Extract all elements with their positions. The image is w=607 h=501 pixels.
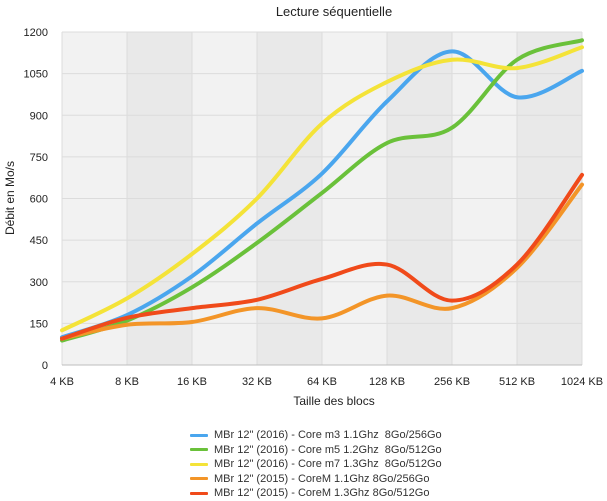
x-tick-label: 256 KB xyxy=(434,376,470,388)
legend-item: MBr 12" (2015) - CoreM 1.1Ghz 8Go/256Go xyxy=(190,472,490,487)
y-axis-label: Débit en Mo/s xyxy=(3,161,17,235)
x-tick-label: 128 KB xyxy=(369,376,405,388)
legend-label: MBr 12" (2015) - CoreM 1.1Ghz 8Go/256Go xyxy=(214,472,430,485)
legend-item: MBr 12" (2016) - Core m3 1.1Ghz 8Go/256G… xyxy=(190,428,490,443)
legend-swatch xyxy=(190,491,208,495)
y-tick-label: 150 xyxy=(30,318,48,330)
series-line-4 xyxy=(60,182,584,341)
x-tick-label: 64 KB xyxy=(307,376,337,388)
y-tick-label: 0 xyxy=(42,360,48,372)
legend-item: MBr 12" (2016) - Core m5 1.2Ghz 8Go/512G… xyxy=(190,443,490,458)
series-line-3 xyxy=(60,45,584,333)
x-tick-label: 512 KB xyxy=(499,376,535,388)
legend-item: MBr 12" (2015) - CoreM 1.3Ghz 8Go/512Go xyxy=(190,486,490,501)
y-tick-label: 600 xyxy=(30,194,48,206)
y-tick-label: 750 xyxy=(30,152,48,164)
legend-label: MBr 12" (2016) - Core m3 1.1Ghz 8Go/256G… xyxy=(214,429,442,442)
legend-label: MBr 12" (2015) - CoreM 1.3Ghz 8Go/512Go xyxy=(214,487,430,500)
legend-label: MBr 12" (2016) - Core m5 1.2Ghz 8Go/512G… xyxy=(214,443,442,456)
x-tick-label: 8 KB xyxy=(115,376,139,388)
series-line-2 xyxy=(60,38,584,343)
legend-label: MBr 12" (2016) - Core m7 1.3Ghz 8Go/512G… xyxy=(214,458,442,471)
x-tick-label: 16 KB xyxy=(177,376,207,388)
legend-swatch xyxy=(190,448,208,452)
legend-item: MBr 12" (2016) - Core m7 1.3Ghz 8Go/512G… xyxy=(190,457,490,472)
y-tick-label: 450 xyxy=(30,235,48,247)
x-axis-label: Taille des blocs xyxy=(293,394,374,408)
y-tick-label: 1050 xyxy=(24,69,48,81)
legend-swatch xyxy=(190,462,208,466)
x-tick-label: 4 KB xyxy=(50,376,74,388)
x-tick-label: 1024 KB xyxy=(561,376,603,388)
y-tick-label: 900 xyxy=(30,110,48,122)
y-tick-label: 1200 xyxy=(24,27,48,39)
chart-legend: MBr 12" (2016) - Core m3 1.1Ghz 8Go/256G… xyxy=(190,428,490,501)
x-tick-label: 32 KB xyxy=(242,376,272,388)
legend-swatch xyxy=(190,477,208,481)
chart-title: Lecture séquentielle xyxy=(276,4,392,19)
series-line-5 xyxy=(60,172,584,341)
y-tick-label: 300 xyxy=(30,277,48,289)
legend-swatch xyxy=(190,433,208,437)
